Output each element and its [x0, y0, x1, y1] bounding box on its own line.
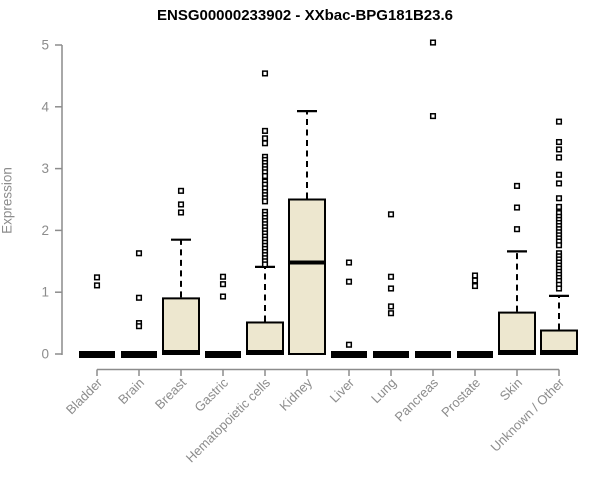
- outlier-point-liver: [345, 278, 353, 285]
- box-gastric-collapsed: [205, 351, 241, 358]
- y-tick-label: 5: [41, 38, 49, 53]
- x-axis-label-brain: Brain: [115, 375, 147, 407]
- outlier-point-unknown-other: [555, 154, 563, 161]
- box-kidney: [288, 198, 326, 355]
- outlier-point-prostate: [471, 272, 479, 279]
- outlier-point-breast: [177, 209, 185, 216]
- outlier-point-lung: [387, 211, 395, 218]
- y-tick-label: 1: [41, 285, 49, 300]
- y-tick-label: 2: [41, 223, 49, 238]
- x-axis-label-prostate: Prostate: [438, 375, 483, 420]
- outlier-point-hematopoietic-cells: [261, 261, 269, 268]
- outlier-point-unknown-other: [555, 203, 563, 210]
- outlier-point-unknown-other: [555, 242, 563, 249]
- x-axis-label-skin: Skin: [497, 375, 525, 403]
- outlier-point-pancreas: [429, 39, 437, 46]
- outlier-point-unknown-other: [555, 118, 563, 125]
- x-axis-label-kidney: Kidney: [276, 375, 315, 414]
- outlier-point-unknown-other: [555, 195, 563, 202]
- outlier-point-brain: [135, 250, 143, 257]
- x-axis-label-unknown-other: Unknown / Other: [488, 375, 568, 455]
- x-axis-label-gastric: Gastric: [191, 375, 231, 415]
- outlier-point-unknown-other: [555, 171, 563, 178]
- box-hematopoietic-cells: [246, 321, 284, 355]
- outlier-point-hematopoietic-cells: [261, 172, 269, 180]
- outlier-point-gastric: [219, 273, 227, 280]
- box-brain-collapsed: [121, 351, 157, 358]
- outlier-point-skin: [513, 182, 521, 189]
- outlier-point-breast: [177, 187, 185, 194]
- outlier-point-unknown-other: [555, 180, 563, 187]
- outlier-point-prostate: [471, 282, 479, 290]
- outlier-point-hematopoietic-cells: [261, 140, 269, 147]
- outlier-point-unknown-other: [555, 285, 563, 292]
- outlier-point-gastric: [219, 281, 227, 288]
- box-liver-collapsed: [331, 351, 367, 358]
- y-tick-label: 0: [41, 347, 49, 362]
- outlier-point-bladder: [93, 274, 101, 281]
- box-lung-collapsed: [373, 351, 409, 358]
- outlier-point-breast: [177, 201, 185, 208]
- box-skin: [498, 311, 536, 355]
- box-pancreas-collapsed: [415, 351, 451, 358]
- outlier-point-hematopoietic-cells: [261, 127, 269, 134]
- chart-title: ENSG00000233902 - XXbac-BPG181B23.6: [156, 7, 453, 24]
- y-tick-label: 4: [41, 99, 49, 114]
- outlier-point-brain: [135, 294, 143, 301]
- outlier-point-skin: [513, 204, 521, 211]
- outlier-point-gastric: [219, 293, 227, 300]
- x-axis-label-bladder: Bladder: [63, 375, 106, 418]
- outlier-point-hematopoietic-cells: [261, 70, 269, 77]
- outlier-point-unknown-other: [555, 138, 563, 146]
- x-axis-label-lung: Lung: [368, 375, 399, 406]
- box-breast: [162, 297, 200, 356]
- outlier-point-hematopoietic-cells: [261, 198, 269, 205]
- outlier-point-hematopoietic-cells: [261, 135, 269, 142]
- outlier-point-brain: [135, 323, 143, 330]
- box-prostate-collapsed: [457, 351, 493, 358]
- outlier-point-lung: [387, 273, 395, 280]
- outlier-point-skin: [513, 226, 521, 233]
- outlier-point-pancreas: [429, 113, 437, 120]
- outlier-point-lung: [387, 310, 395, 317]
- y-tick-label: 3: [41, 161, 49, 176]
- outlier-point-unknown-other: [555, 146, 563, 153]
- outlier-point-lung: [387, 303, 395, 310]
- x-axis-label-pancreas: Pancreas: [392, 375, 442, 425]
- outlier-point-liver: [345, 341, 353, 348]
- outlier-point-liver: [345, 259, 353, 266]
- outlier-point-bladder: [93, 282, 101, 289]
- x-axis-label-liver: Liver: [327, 375, 358, 406]
- x-axis-label-breast: Breast: [152, 375, 189, 412]
- outlier-point-lung: [387, 285, 395, 292]
- box-bladder-collapsed: [79, 351, 115, 358]
- outlier-point-prostate: [471, 277, 479, 284]
